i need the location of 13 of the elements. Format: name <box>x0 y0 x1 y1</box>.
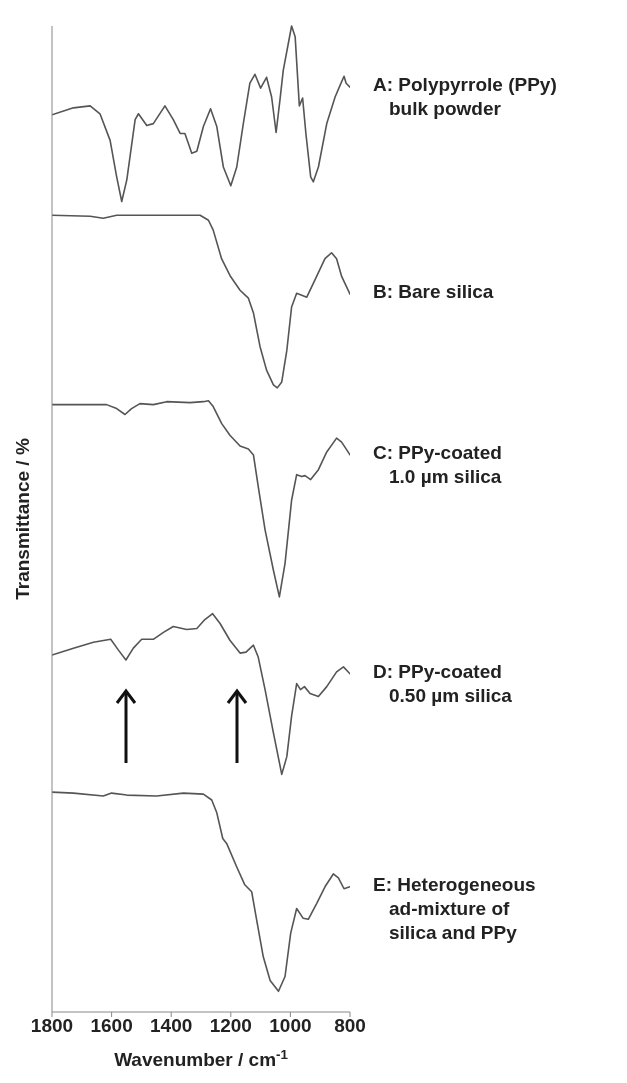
x-tick-label: 1200 <box>209 1015 252 1037</box>
x-tick-label: 1600 <box>90 1015 133 1037</box>
series-label: E: Heterogeneous ad-mixture of silica and PPy <box>373 872 536 945</box>
x-axis-title: Wavenumber / cm$^{-1}$ <box>114 1046 289 1070</box>
series-label: B: Bare silica <box>373 280 494 305</box>
y-axis-title: Transmittance / % <box>11 438 33 600</box>
x-tick-label: 800 <box>334 1015 366 1037</box>
x-tick-label: 1400 <box>150 1015 193 1037</box>
x-tick-label: 1800 <box>30 1015 74 1037</box>
series-label: D: PPy-coated 0.50 µm silica <box>373 659 512 708</box>
series-label: A: Polypyrrole (PPy) bulk powder <box>373 73 557 122</box>
x-tick-label: 1000 <box>269 1015 312 1037</box>
series-label: C: PPy-coated 1.0 µm silica <box>373 440 502 489</box>
